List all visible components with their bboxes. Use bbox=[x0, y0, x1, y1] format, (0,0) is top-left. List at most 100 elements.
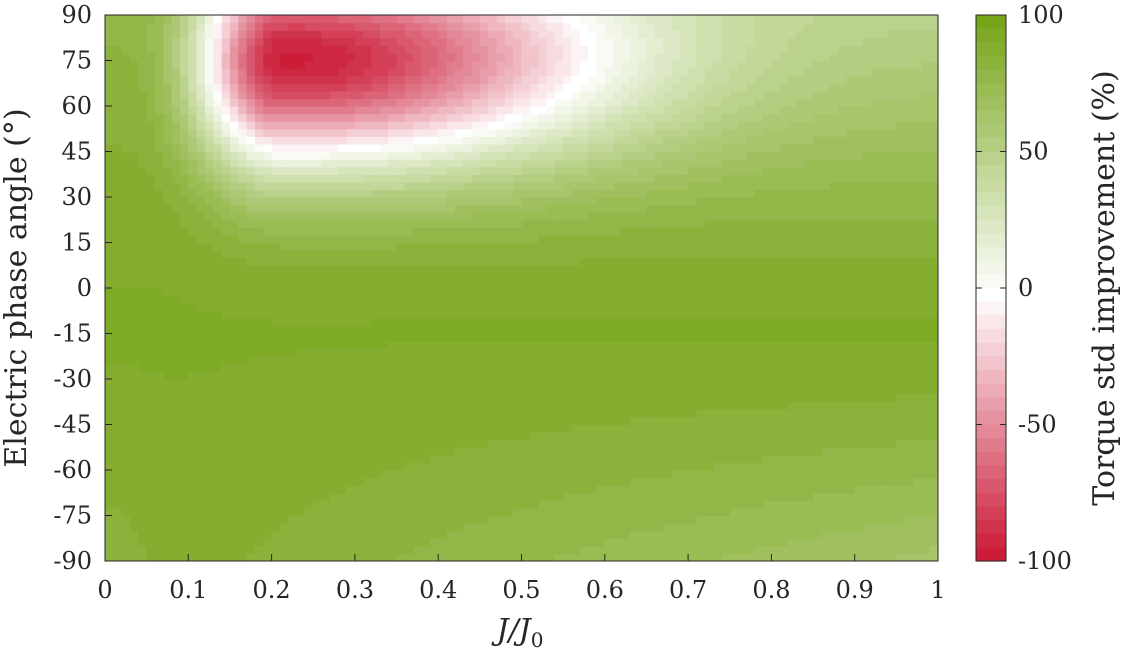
heatmap-cell bbox=[479, 371, 489, 380]
heatmap-cell bbox=[271, 303, 281, 312]
heatmap-cell bbox=[304, 379, 314, 388]
heatmap-cell bbox=[105, 523, 114, 532]
heatmap-cell bbox=[129, 52, 139, 62]
heatmap-cell bbox=[138, 439, 148, 448]
heatmap-cell bbox=[646, 257, 656, 266]
heatmap-cell bbox=[196, 98, 206, 107]
heatmap-cell bbox=[604, 348, 614, 357]
heatmap-cell bbox=[488, 500, 498, 509]
heatmap-cell bbox=[554, 98, 564, 107]
heatmap-cell bbox=[163, 143, 173, 153]
heatmap-cell bbox=[563, 409, 573, 418]
heatmap-cell bbox=[629, 394, 639, 403]
heatmap-cell bbox=[154, 113, 164, 122]
heatmap-cell bbox=[121, 250, 131, 259]
heatmap-cell bbox=[271, 143, 281, 153]
heatmap-cell bbox=[438, 257, 448, 266]
heatmap-cell bbox=[138, 523, 148, 532]
heatmap-cell bbox=[246, 447, 256, 456]
heatmap-cell bbox=[138, 106, 148, 115]
heatmap-cell bbox=[329, 394, 339, 403]
heatmap-cell bbox=[263, 166, 273, 175]
heatmap-cell bbox=[129, 151, 139, 160]
heatmap-cell bbox=[604, 447, 614, 456]
heatmap-cell bbox=[213, 121, 223, 130]
heatmap-cell bbox=[663, 386, 673, 395]
heatmap-cell bbox=[563, 143, 573, 153]
heatmap-cell bbox=[246, 280, 256, 289]
heatmap-cell bbox=[488, 356, 498, 365]
heatmap-cell bbox=[613, 303, 623, 312]
heatmap-cell bbox=[213, 356, 223, 365]
heatmap-cell bbox=[463, 401, 473, 410]
heatmap-cell bbox=[446, 83, 456, 92]
heatmap-cell bbox=[105, 492, 114, 501]
heatmap-cell bbox=[179, 348, 189, 357]
heatmap-cell bbox=[121, 212, 131, 221]
heatmap-cell bbox=[171, 189, 181, 198]
heatmap-cell bbox=[146, 75, 156, 84]
heatmap-cell bbox=[338, 386, 348, 395]
heatmap-cell bbox=[479, 219, 489, 228]
heatmap-cell bbox=[271, 394, 281, 403]
heatmap-cell bbox=[105, 30, 114, 39]
heatmap-cell bbox=[646, 371, 656, 380]
heatmap-cell bbox=[571, 318, 581, 327]
heatmap-cell bbox=[404, 280, 414, 289]
heatmap-cell bbox=[571, 295, 581, 304]
heatmap-cell bbox=[204, 22, 214, 31]
heatmap-cell bbox=[354, 257, 364, 266]
heatmap-cell bbox=[288, 136, 298, 145]
heatmap-cell bbox=[296, 492, 306, 501]
heatmap-cell bbox=[321, 227, 331, 236]
heatmap-cell bbox=[421, 204, 431, 213]
heatmap-cell bbox=[154, 98, 164, 107]
heatmap-cell bbox=[629, 15, 639, 24]
heatmap-cell bbox=[354, 288, 364, 297]
heatmap-cell bbox=[321, 303, 331, 312]
heatmap-cell bbox=[188, 470, 198, 479]
heatmap-cell bbox=[371, 394, 381, 403]
heatmap-cell bbox=[563, 454, 573, 464]
heatmap-cell bbox=[396, 447, 406, 456]
heatmap-cell bbox=[454, 136, 464, 145]
heatmap-cell bbox=[621, 325, 631, 335]
heatmap-cell bbox=[246, 121, 256, 130]
heatmap-cell bbox=[438, 371, 448, 380]
heatmap-cell bbox=[113, 371, 123, 380]
heatmap-cell bbox=[263, 265, 273, 274]
heatmap-cell bbox=[529, 288, 539, 297]
heatmap-cell bbox=[129, 379, 139, 388]
heatmap-cell bbox=[171, 439, 181, 448]
heatmap-cell bbox=[563, 432, 573, 441]
heatmap-cell bbox=[538, 265, 548, 274]
heatmap-cell bbox=[521, 128, 531, 137]
heatmap-cell bbox=[621, 83, 631, 92]
heatmap-cell bbox=[213, 250, 223, 259]
heatmap-cell bbox=[438, 151, 448, 160]
heatmap-cell bbox=[354, 159, 364, 168]
heatmap-cell bbox=[621, 386, 631, 395]
heatmap-cell bbox=[438, 454, 448, 464]
heatmap-cell bbox=[546, 136, 556, 145]
heatmap-cell bbox=[471, 30, 481, 39]
heatmap-cell bbox=[588, 553, 598, 561]
heatmap-cell bbox=[571, 356, 581, 365]
heatmap-cell bbox=[421, 553, 431, 561]
heatmap-cell bbox=[563, 98, 573, 107]
heatmap-cell bbox=[671, 90, 681, 100]
heatmap-cell bbox=[554, 166, 564, 175]
heatmap-cell bbox=[271, 288, 281, 297]
heatmap-cell bbox=[338, 219, 348, 228]
heatmap-cell bbox=[105, 477, 114, 486]
heatmap-cell bbox=[196, 212, 206, 221]
heatmap-cell bbox=[213, 174, 223, 183]
heatmap-cell bbox=[554, 545, 564, 555]
heatmap-cell bbox=[429, 401, 439, 410]
heatmap-cell bbox=[496, 121, 506, 130]
heatmap-cell bbox=[138, 151, 148, 160]
heatmap-cell bbox=[354, 538, 364, 547]
heatmap-cell bbox=[488, 530, 498, 539]
heatmap-cell bbox=[379, 447, 389, 456]
heatmap-cell bbox=[504, 166, 514, 175]
